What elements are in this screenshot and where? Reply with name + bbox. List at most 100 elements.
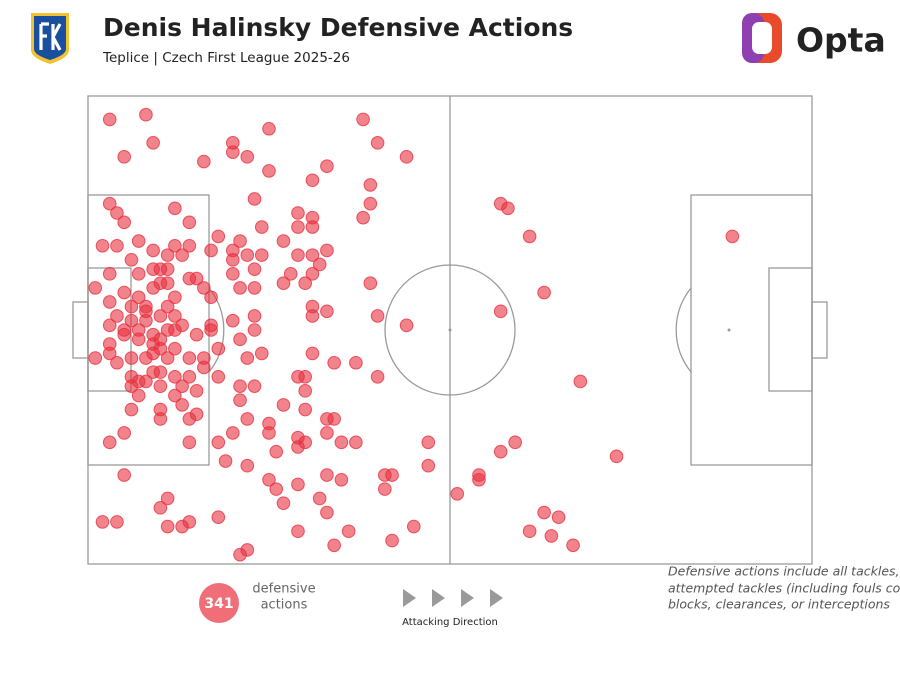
action-point bbox=[247, 262, 262, 276]
action-point bbox=[139, 107, 153, 122]
total-label: actions bbox=[261, 598, 308, 613]
action-point bbox=[153, 365, 168, 379]
action-point bbox=[320, 468, 334, 482]
action-point bbox=[153, 309, 168, 323]
action-point bbox=[226, 145, 240, 159]
note: Defensive actions include all tackles, bbox=[668, 564, 900, 579]
action-point bbox=[240, 248, 255, 262]
chart-title: Denis Halinsky Defensive Actions bbox=[103, 13, 573, 42]
action-point bbox=[291, 440, 305, 454]
action-point bbox=[320, 505, 334, 520]
action-point bbox=[450, 487, 465, 501]
chart-subtitle: Teplice | Czech First League 2025-26 bbox=[102, 50, 350, 66]
action-point bbox=[298, 384, 313, 398]
action-point bbox=[95, 515, 110, 529]
action-point bbox=[320, 426, 334, 440]
action-point bbox=[240, 458, 255, 473]
action-point bbox=[146, 346, 160, 361]
action-point bbox=[211, 341, 226, 356]
action-point bbox=[153, 412, 168, 426]
action-point bbox=[370, 309, 385, 323]
action-point bbox=[544, 529, 559, 543]
action-point bbox=[211, 229, 226, 244]
action-point bbox=[291, 248, 305, 262]
action-point bbox=[312, 257, 327, 272]
action-point bbox=[327, 538, 341, 553]
action-point bbox=[160, 248, 175, 262]
action-point bbox=[305, 309, 320, 323]
action-point bbox=[139, 374, 153, 389]
action-point bbox=[175, 318, 189, 333]
action-point bbox=[102, 196, 117, 211]
action-point bbox=[233, 332, 247, 347]
action-point bbox=[247, 281, 262, 295]
action-point bbox=[182, 238, 197, 253]
club-crest bbox=[31, 13, 69, 64]
action-point bbox=[110, 238, 124, 253]
action-point bbox=[356, 210, 370, 225]
total-badge bbox=[199, 583, 239, 623]
action-point bbox=[262, 472, 276, 487]
action-point bbox=[327, 355, 341, 370]
action-point bbox=[204, 243, 218, 258]
action-point bbox=[102, 112, 117, 127]
action-point bbox=[117, 468, 131, 482]
action-point bbox=[298, 276, 313, 291]
action-point bbox=[175, 248, 189, 262]
action-point bbox=[189, 327, 204, 342]
action-point bbox=[262, 426, 276, 440]
action-point bbox=[182, 515, 197, 529]
action-point bbox=[160, 491, 175, 506]
action-point bbox=[189, 384, 204, 398]
action-point bbox=[493, 304, 508, 319]
action-point bbox=[204, 290, 218, 305]
action-point bbox=[291, 206, 305, 220]
action-point bbox=[102, 346, 117, 361]
pitch bbox=[72, 95, 828, 565]
action-point bbox=[182, 351, 197, 365]
action-point bbox=[305, 267, 320, 281]
action-point bbox=[378, 482, 392, 496]
action-point bbox=[291, 220, 305, 234]
action-point bbox=[139, 304, 153, 319]
action-point bbox=[168, 341, 182, 356]
action-point bbox=[551, 510, 566, 525]
action-point bbox=[254, 346, 269, 361]
action-point bbox=[102, 318, 117, 333]
action-point bbox=[110, 206, 124, 220]
action-point bbox=[189, 407, 204, 422]
action-point bbox=[168, 309, 182, 323]
action-point bbox=[609, 449, 624, 464]
action-point bbox=[175, 398, 189, 412]
action-point bbox=[168, 238, 182, 253]
action-point bbox=[131, 267, 146, 281]
action-point bbox=[407, 519, 421, 534]
action-point bbox=[124, 299, 139, 314]
action-point bbox=[124, 379, 139, 393]
action-point bbox=[537, 285, 551, 300]
action-point bbox=[197, 281, 211, 295]
action-point bbox=[305, 220, 320, 234]
action-point bbox=[522, 524, 537, 539]
brand-logo bbox=[742, 13, 782, 63]
action-point bbox=[211, 370, 226, 384]
action-point bbox=[269, 444, 284, 459]
action-point bbox=[182, 435, 197, 450]
action-point bbox=[110, 355, 124, 370]
action-point bbox=[298, 370, 313, 384]
action-point bbox=[305, 346, 320, 361]
action-point bbox=[146, 327, 160, 342]
action-point bbox=[262, 121, 276, 136]
action-point bbox=[320, 243, 334, 258]
total-label: defensive bbox=[252, 582, 315, 597]
action-point bbox=[124, 351, 139, 365]
action-point bbox=[276, 496, 291, 510]
action-point bbox=[160, 519, 175, 534]
action-point bbox=[160, 323, 175, 337]
note: attempted tackles (including fouls com bbox=[668, 581, 900, 596]
action-point bbox=[102, 435, 117, 450]
action-point bbox=[363, 178, 378, 192]
action-point bbox=[110, 515, 124, 529]
action-point bbox=[334, 472, 349, 487]
